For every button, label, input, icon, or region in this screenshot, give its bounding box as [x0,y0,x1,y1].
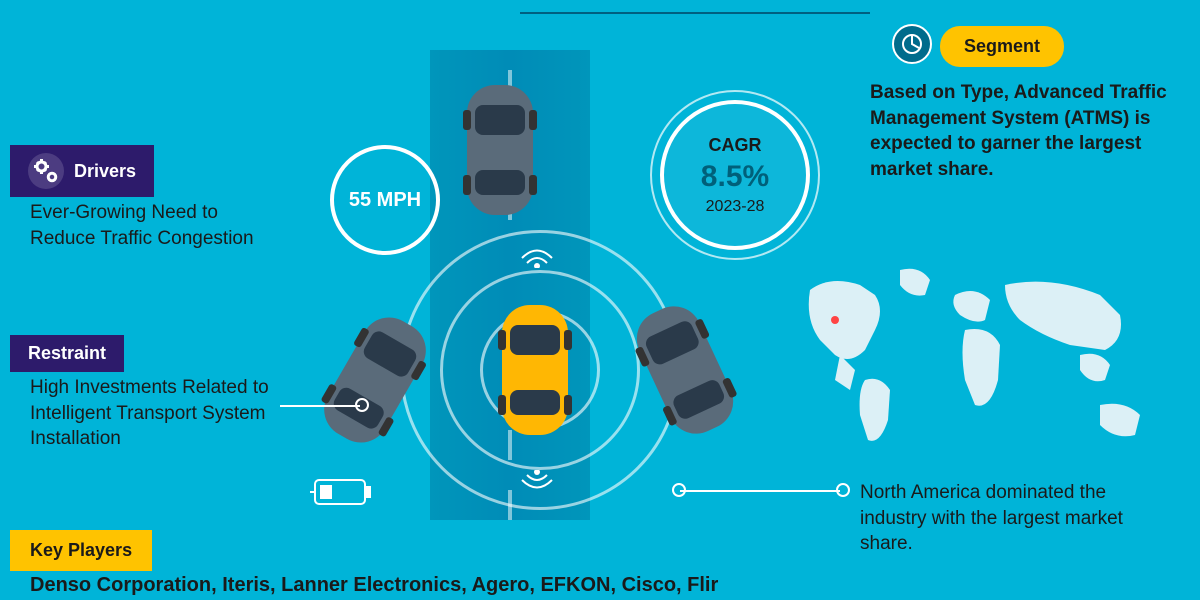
connector-restraint [280,405,360,407]
restraint-label-text: Restraint [28,343,106,364]
key-players-label: Key Players [10,530,152,571]
connector-region [680,490,840,492]
key-players-label-text: Key Players [30,540,132,561]
cagr-value: 8.5% [701,160,769,194]
segment-body: Based on Type, Advanced Traffic Manageme… [870,80,1170,183]
pie-chart-icon [892,24,932,64]
cagr-period: 2023-28 [706,198,765,216]
map-marker [831,316,839,324]
battery-icon [310,470,380,510]
cagr-label: CAGR [709,135,762,156]
wifi-down-icon [517,470,557,500]
connector-dot-region-right [836,483,850,497]
segment-label: Segment [940,26,1064,67]
world-map [780,260,1180,460]
restraint-label: Restraint [10,335,124,372]
cagr-circle: CAGR 8.5% 2023-28 [660,100,810,250]
gears-icon [28,153,64,189]
drivers-body: Ever-Growing Need to Reduce Traffic Cong… [30,200,270,251]
connector-dot-restraint [355,398,369,412]
key-players-body: Denso Corporation, Iteris, Lanner Electr… [30,572,1130,599]
car-center-yellow [490,295,580,445]
region-body: North America dominated the industry wit… [860,480,1170,557]
drivers-label-text: Drivers [74,161,136,182]
connector-dot-region-left [672,483,686,497]
wifi-up-icon [517,238,557,268]
segment-label-text: Segment [964,36,1040,57]
restraint-body: High Investments Related to Intelligent … [30,375,310,452]
drivers-label: Drivers [10,145,154,197]
top-separator [520,12,870,14]
speed-value: 55 MPH [349,189,421,212]
car-top-grey [455,75,545,225]
